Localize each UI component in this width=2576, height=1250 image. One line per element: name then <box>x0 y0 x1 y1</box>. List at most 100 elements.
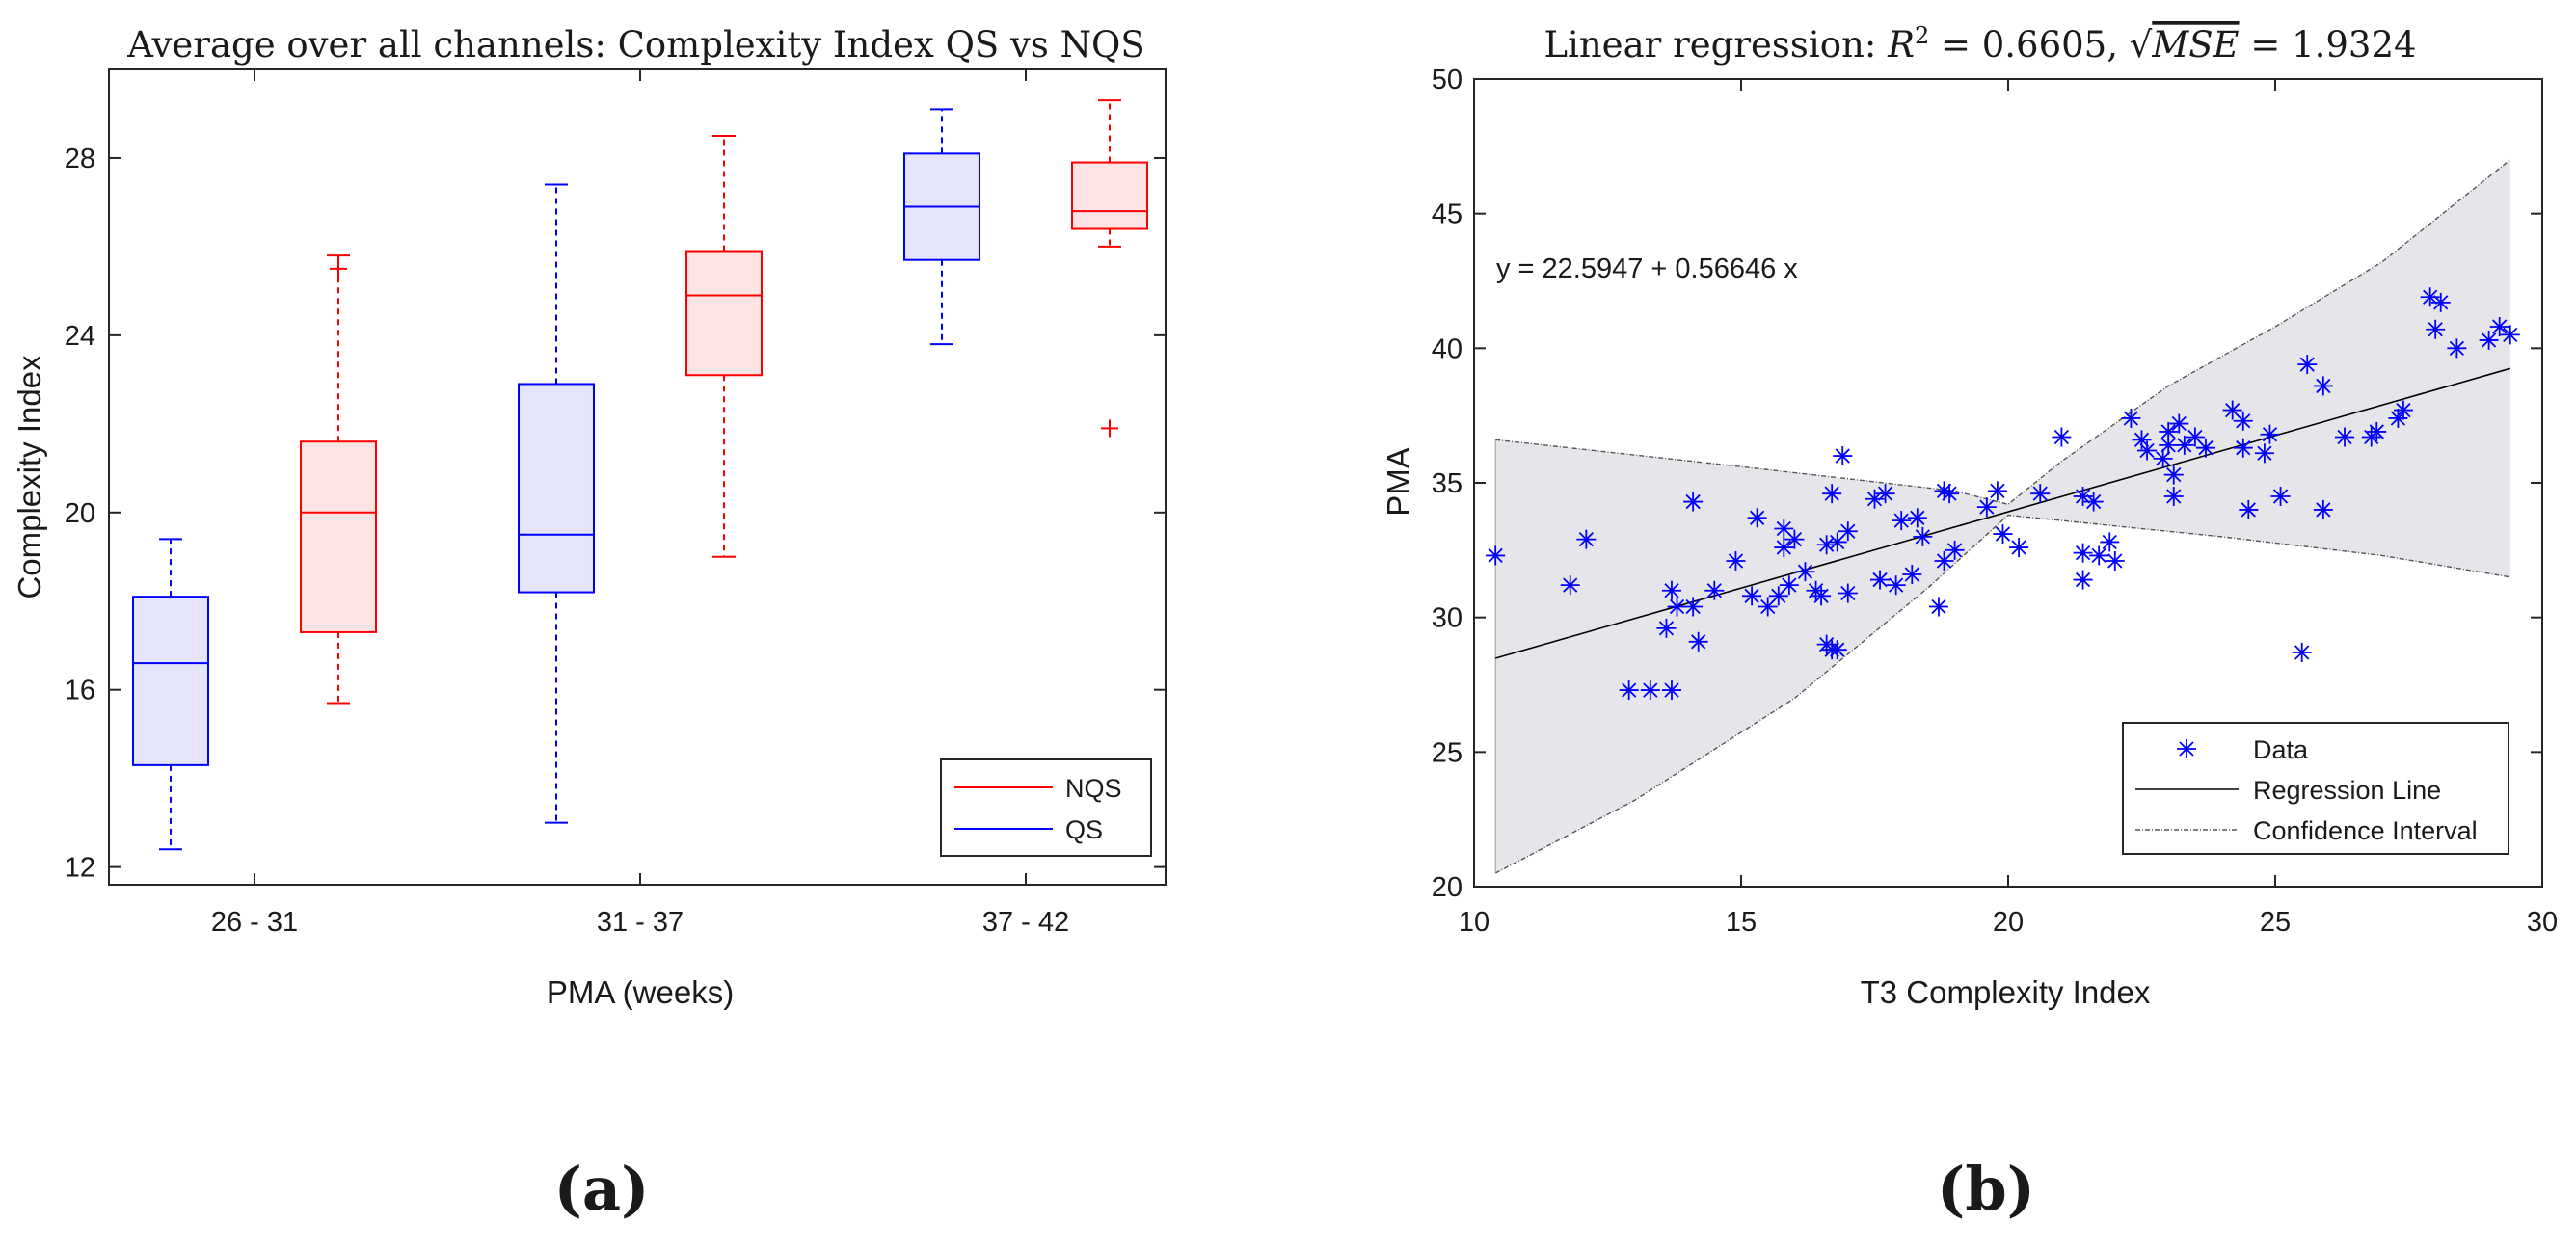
y-tick-label: 20 <box>1432 872 1462 903</box>
qs-box-3 <box>903 108 980 346</box>
nqs-box-1-outlier <box>330 259 347 278</box>
qs-box-1 <box>132 538 209 851</box>
confidence-lower-line <box>1494 514 2510 874</box>
nqs-box-3-iqr <box>1071 161 1148 230</box>
data-point <box>2073 486 2093 506</box>
data-point <box>2393 400 2413 420</box>
regression-equation: y = 22.5947 + 0.56646 x <box>1496 253 1798 284</box>
x-tick-label: 26 - 31 <box>211 907 298 938</box>
data-point <box>1688 631 1708 652</box>
confidence-band <box>1495 159 2510 874</box>
data-point <box>1886 575 1906 596</box>
data-point <box>1865 489 1885 509</box>
nqs-box-3 <box>1071 99 1148 438</box>
data-point <box>1747 508 1767 528</box>
title-r2-value: = 0.6605, <box>1929 24 2130 66</box>
regression-chart: Linear regression: R2 = 0.6605, √MSE = 1… <box>1381 22 2558 1010</box>
data-point <box>2163 465 2184 485</box>
data-point <box>1827 532 1847 552</box>
legend-qs-label: QS <box>1065 815 1103 844</box>
data-point <box>2089 545 2109 566</box>
x-tick-label: 15 <box>1726 907 1757 938</box>
data-point <box>1827 640 1847 660</box>
data-point <box>2105 551 2125 572</box>
data-point <box>2292 642 2312 662</box>
title-r-symbol: R <box>1887 24 1915 66</box>
data-point <box>2447 338 2467 359</box>
data-point <box>1742 586 1762 606</box>
x-tick-label: 30 <box>2527 907 2558 938</box>
data-point <box>2159 435 2179 455</box>
regression-y-axis-label: PMA <box>1381 447 1416 517</box>
legend-data-asterisk <box>2177 739 2196 758</box>
regression-legend: Data Regression Line Confidence Interval <box>2122 722 2509 855</box>
data-point <box>1661 580 1681 600</box>
x-tick-label: 20 <box>1993 907 2024 938</box>
data-point <box>2426 319 2446 339</box>
data-point <box>1907 508 1927 528</box>
legend-data-marker <box>2177 739 2196 758</box>
nqs-box-3-outlier <box>1101 419 1118 438</box>
data-point <box>1940 484 1960 504</box>
nqs-box-2 <box>685 134 763 558</box>
nqs-box-1-iqr <box>300 440 377 633</box>
box-legend: NQS QS <box>940 758 1152 857</box>
data-point <box>1619 680 1639 701</box>
x-tick-label: 25 <box>2260 907 2291 938</box>
y-tick-label: 40 <box>1432 333 1462 364</box>
data-point <box>1656 618 1677 638</box>
data-point <box>2100 532 2120 552</box>
data-point <box>2153 448 2173 468</box>
data-point <box>2137 440 2158 461</box>
box-plot-chart: Average over all channels: Complexity In… <box>12 24 1167 1010</box>
data-point <box>2052 427 2072 447</box>
data-point <box>2009 538 2029 558</box>
data-point <box>1892 511 1912 531</box>
data-point <box>2083 492 2104 512</box>
qs-box-2-iqr <box>518 383 595 594</box>
data-point <box>2430 292 2451 312</box>
data-point <box>1774 538 1794 558</box>
nqs-box-2-iqr <box>685 250 763 377</box>
data-point <box>1838 583 1858 603</box>
y-tick-label: 45 <box>1432 199 1462 230</box>
legend-ci-label: Confidence Interval <box>2253 816 2478 845</box>
data-point <box>1640 680 1660 701</box>
qs-box-1-iqr <box>132 596 209 766</box>
y-tick-label: 16 <box>65 676 95 706</box>
data-point <box>1683 597 1704 617</box>
qs-box-2 <box>518 183 595 824</box>
data-point <box>2479 330 2499 350</box>
panel-label-b: (b) <box>1937 1154 2035 1224</box>
data-point <box>2121 408 2141 428</box>
confidence-upper-line <box>1495 159 2511 506</box>
legend-regression-label: Regression Line <box>2253 776 2441 805</box>
data-point <box>2297 355 2318 375</box>
data-point <box>1875 484 1895 504</box>
data-point <box>2489 316 2509 336</box>
data-point <box>2239 499 2259 519</box>
data-point <box>1486 545 1506 566</box>
data-point <box>1822 484 1842 504</box>
data-point <box>2233 438 2253 458</box>
data-point <box>2388 408 2408 428</box>
data-point <box>2195 438 2215 458</box>
y-tick-label: 24 <box>65 321 95 352</box>
data-point <box>1993 524 2013 545</box>
nqs-box-1 <box>300 254 377 705</box>
data-point <box>1913 526 1933 546</box>
data-point <box>1838 521 1858 542</box>
box-plot-frame <box>108 68 1167 886</box>
regression-title: Linear regression: R2 = 0.6605, √MSE = 1… <box>1543 22 2416 66</box>
data-point <box>2169 413 2189 434</box>
data-point <box>2159 421 2179 441</box>
y-tick-label: 30 <box>1432 603 1462 634</box>
data-point <box>2254 443 2274 464</box>
data-point <box>2270 486 2291 506</box>
data-point <box>1795 562 1815 582</box>
regression-x-axis-label: T3 Complexity Index <box>1861 974 2151 1010</box>
data-point <box>1816 634 1837 654</box>
box-chart-title: Average over all channels: Complexity In… <box>126 24 1144 66</box>
data-point <box>2500 325 2520 345</box>
data-point <box>2420 287 2440 307</box>
